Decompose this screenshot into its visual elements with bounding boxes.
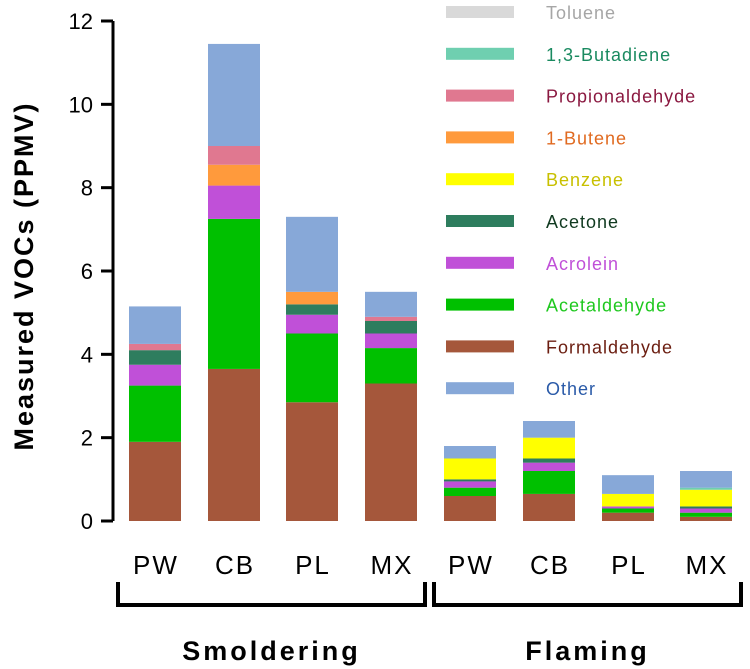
bar-segment-acrolein-cb-smoldering bbox=[208, 185, 260, 219]
x-category-label: PW bbox=[448, 550, 494, 580]
x-category-label: MX bbox=[371, 550, 414, 580]
legend-swatch-acetone bbox=[446, 215, 514, 227]
legend-swatch-propionaldehyde bbox=[446, 89, 514, 102]
legend-swatch-toluene bbox=[446, 6, 514, 18]
bar-segment-acetone-pw-flaming bbox=[444, 479, 496, 482]
bar-segment-formaldehyde-pl-smoldering bbox=[286, 402, 338, 521]
bar-segment-1-butene-pl-smoldering bbox=[286, 291, 338, 305]
legend-swatch-benzene bbox=[446, 173, 514, 186]
legend-label-acetaldehyde: Acetaldehyde bbox=[546, 296, 667, 316]
bar-segment-formaldehyde-pw-smoldering bbox=[129, 441, 181, 521]
legend-layer: Toluene 1,3-Butadiene Propionaldehyde 1-But… bbox=[446, 3, 696, 399]
x-category-label: CB bbox=[215, 550, 255, 580]
bar-segment-benzene-mx-flaming bbox=[680, 489, 732, 507]
bar-segment-benzene-cb-flaming bbox=[523, 437, 575, 459]
bar-segment-other-pw-smoldering bbox=[129, 306, 181, 344]
bar-segment-formaldehyde-mx-flaming bbox=[680, 516, 732, 521]
bar-segment-acetone-mx-flaming bbox=[680, 506, 732, 509]
bars-layer bbox=[129, 43, 732, 521]
legend-swatch-formaldehyde bbox=[446, 340, 514, 353]
bar-segment-acetaldehyde-pl-smoldering bbox=[286, 333, 338, 403]
bar-segment-1-3-butadiene-mx-flaming bbox=[680, 487, 732, 490]
bar-segment-acrolein-cb-flaming bbox=[523, 462, 575, 471]
bar-segment-formaldehyde-pl-flaming bbox=[602, 512, 654, 521]
bar-segment-acetone-pw-smoldering bbox=[129, 350, 181, 365]
bar-segment-other-mx-smoldering bbox=[365, 291, 417, 317]
legend-label-propionaldehyde: Propionaldehyde bbox=[546, 87, 696, 107]
y-axis-title: Measured VOCs (PPMV) bbox=[9, 101, 39, 450]
bar-segment-acetone-pl-smoldering bbox=[286, 304, 338, 315]
legend-swatch-1-butene bbox=[446, 131, 514, 144]
axes-layer: 0 2 4 6 8 10 12 Measured VOCs (PPMV) PW CB PL MX PW C… bbox=[9, 9, 743, 666]
y-tick-label: 10 bbox=[69, 92, 93, 117]
bar-segment-1-butene-cb-smoldering bbox=[208, 164, 260, 186]
bar-segment-acetaldehyde-mx-smoldering bbox=[365, 348, 417, 384]
bar-segment-benzene-pw-flaming bbox=[444, 458, 496, 480]
bar-segment-acetaldehyde-cb-smoldering bbox=[208, 218, 260, 369]
bar-segment-benzene-pl-flaming bbox=[602, 493, 654, 507]
bar-segment-acrolein-pl-flaming bbox=[602, 506, 654, 509]
legend-label-1-butene: 1-Butene bbox=[546, 128, 627, 148]
legend-label-toluene: Toluene bbox=[546, 3, 616, 23]
x-category-label: PW bbox=[133, 550, 179, 580]
legend-label-benzene: Benzene bbox=[546, 170, 624, 190]
y-tick-label: 12 bbox=[69, 9, 93, 34]
bar-segment-acrolein-pw-smoldering bbox=[129, 364, 181, 386]
legend-swatch-acetaldehyde bbox=[446, 298, 514, 311]
bar-segment-other-pl-flaming bbox=[602, 475, 654, 494]
legend-swatch-acrolein bbox=[446, 256, 514, 269]
x-category-label: MX bbox=[686, 550, 729, 580]
y-tick-label: 8 bbox=[81, 176, 93, 201]
group-label-flaming: Flaming bbox=[525, 636, 650, 666]
bar-segment-acetaldehyde-pw-smoldering bbox=[129, 385, 181, 442]
legend-label-1-3-butadiene: 1,3-Butadiene bbox=[546, 45, 671, 65]
bar-segment-formaldehyde-pw-flaming bbox=[444, 496, 496, 521]
bar-segment-propionaldehyde-mx-smoldering bbox=[365, 316, 417, 321]
legend-label-formaldehyde: Formaldehyde bbox=[546, 337, 673, 357]
bar-segment-propionaldehyde-pw-smoldering bbox=[129, 343, 181, 351]
bar-segment-formaldehyde-cb-smoldering bbox=[208, 368, 260, 521]
group-bracket-flaming bbox=[432, 582, 743, 607]
group-bracket-smoldering bbox=[116, 582, 427, 607]
bar-segment-other-mx-flaming bbox=[680, 471, 732, 488]
bar-segment-acrolein-pw-flaming bbox=[444, 481, 496, 488]
bar-segment-acetaldehyde-cb-flaming bbox=[523, 471, 575, 494]
legend-swatch-1-3-butadiene bbox=[446, 47, 514, 60]
bar-segment-formaldehyde-mx-smoldering bbox=[365, 383, 417, 521]
bar-segment-other-cb-flaming bbox=[523, 421, 575, 438]
y-tick-label: 0 bbox=[81, 509, 93, 534]
bar-segment-acetaldehyde-mx-flaming bbox=[680, 512, 732, 517]
bar-segment-acetaldehyde-pl-flaming bbox=[602, 508, 654, 513]
bar-segment-other-cb-smoldering bbox=[208, 43, 260, 146]
y-tick-label: 2 bbox=[81, 426, 93, 451]
bar-segment-formaldehyde-cb-flaming bbox=[523, 493, 575, 521]
bar-segment-propionaldehyde-cb-smoldering bbox=[208, 146, 260, 165]
x-category-label: PL bbox=[295, 550, 331, 580]
y-tick-label: 4 bbox=[81, 342, 93, 367]
group-label-smoldering: Smoldering bbox=[182, 636, 361, 666]
bar-segment-acetone-mx-smoldering bbox=[365, 321, 417, 334]
bar-segment-acrolein-mx-flaming bbox=[680, 508, 732, 513]
bar-segment-acetaldehyde-pw-flaming bbox=[444, 487, 496, 496]
legend-label-acrolein: Acrolein bbox=[546, 254, 619, 274]
bar-segment-acetone-cb-flaming bbox=[523, 458, 575, 463]
legend-label-other: Other bbox=[546, 379, 596, 399]
legend-swatch-other bbox=[446, 382, 514, 395]
bar-segment-other-pl-smoldering bbox=[286, 216, 338, 292]
y-tick-label: 6 bbox=[81, 259, 93, 284]
bar-segment-other-pw-flaming bbox=[444, 446, 496, 459]
x-category-label: PL bbox=[611, 550, 647, 580]
bar-segment-acrolein-pl-smoldering bbox=[286, 314, 338, 334]
legend-label-acetone: Acetone bbox=[546, 212, 619, 232]
bar-segment-acrolein-mx-smoldering bbox=[365, 333, 417, 349]
x-category-label: CB bbox=[530, 550, 570, 580]
